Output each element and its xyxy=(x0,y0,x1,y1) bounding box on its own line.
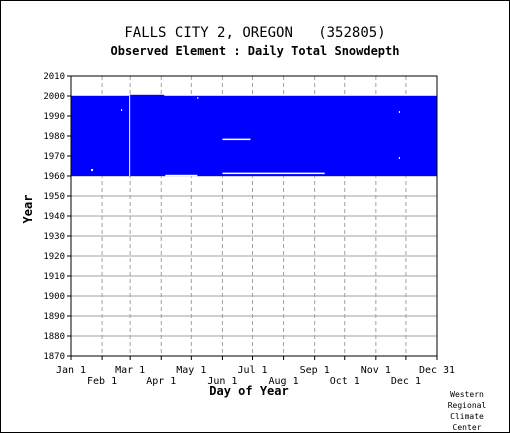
data-gap xyxy=(398,111,400,113)
data-gaps xyxy=(91,96,400,177)
x-tick-label: Jun 1 xyxy=(207,376,237,387)
y-tick-label: 1970 xyxy=(43,152,65,162)
credit-line: Center xyxy=(452,423,482,432)
data-gap xyxy=(121,109,123,111)
coverage-bar xyxy=(71,96,437,176)
data-gap xyxy=(129,96,131,176)
x-tick-label: Mar 1 xyxy=(115,365,145,376)
data-gap xyxy=(398,157,400,159)
x-tick-label: Sep 1 xyxy=(300,365,330,376)
x-tick-label: Dec 1 xyxy=(391,376,421,387)
data-gap xyxy=(222,138,251,141)
x-tick-label: Aug 1 xyxy=(269,376,299,387)
x-tick-label: Oct 1 xyxy=(330,376,360,387)
y-tick-label: 1900 xyxy=(43,292,65,302)
y-tick-label: 2000 xyxy=(43,92,65,102)
y-tick-label: 2010 xyxy=(43,72,65,82)
y-tick-label: 1950 xyxy=(43,192,65,202)
y-tick-label: 1930 xyxy=(43,232,65,242)
coverage-bar xyxy=(130,94,165,96)
y-tick-label: 1890 xyxy=(43,312,65,322)
x-tick-label: Feb 1 xyxy=(87,376,117,387)
credit-line: Western xyxy=(450,390,484,399)
x-tick-label: Jan 1 xyxy=(56,365,86,376)
chart-subtitle: Observed Element : Daily Total Snowdepth xyxy=(110,44,400,58)
credit-line: Climate xyxy=(450,412,484,421)
x-tick-label: Dec 31 xyxy=(419,365,455,376)
coverage-bars xyxy=(71,94,437,176)
credit-line: Regional xyxy=(447,401,487,410)
y-tick-label: 1910 xyxy=(43,272,65,282)
x-tick-label: Nov 1 xyxy=(361,365,391,376)
data-gap xyxy=(222,172,325,175)
x-tick-label: Apr 1 xyxy=(146,376,176,387)
y-tick-label: 1940 xyxy=(43,212,65,222)
y-tick-label: 1920 xyxy=(43,252,65,262)
data-gap xyxy=(197,97,199,99)
data-gap xyxy=(91,169,94,171)
x-axis-ticks: Jan 1 Mar 1 May 1 Jul 1 Sep 1 Nov 1 Dec 31 Feb … xyxy=(56,356,455,387)
y-tick-label: 1870 xyxy=(43,352,65,362)
y-tick-label: 1880 xyxy=(43,332,65,342)
x-tick-label: May 1 xyxy=(176,365,206,376)
x-tick-label: Jul 1 xyxy=(237,365,267,376)
y-tick-label: 1960 xyxy=(43,172,65,182)
y-tick-label: 1990 xyxy=(43,112,65,122)
y-axis-ticks: 1870 1880 1890 1900 1910 1920 1930 1940 1950 1960… xyxy=(43,72,71,362)
y-tick-label: 1980 xyxy=(43,132,65,142)
data-gap xyxy=(165,174,198,177)
x-axis-label: Day of Year xyxy=(209,384,288,398)
wrcc-credit: Western Regional Climate Center xyxy=(437,389,497,433)
y-axis-label: Year xyxy=(21,195,35,224)
chart-title: FALLS CITY 2, OREGON (352805) xyxy=(124,25,386,41)
